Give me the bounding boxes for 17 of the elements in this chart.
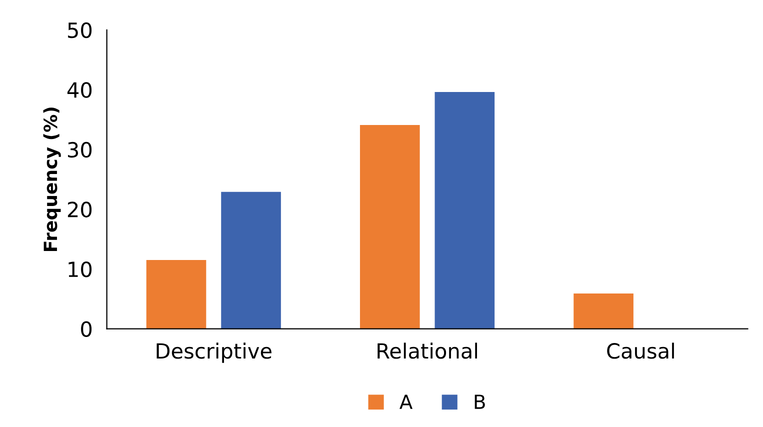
bar xyxy=(221,192,281,329)
bar xyxy=(146,260,206,329)
y-tick-label: 0 xyxy=(81,321,92,337)
y-tick-label: 20 xyxy=(68,202,92,218)
y-axis-title: Frequency (%) xyxy=(43,108,61,251)
bar xyxy=(434,92,495,329)
x-tick-label: Descriptive xyxy=(156,342,272,363)
bar xyxy=(574,294,634,329)
x-tick-label: Causal xyxy=(607,342,674,359)
bar xyxy=(360,124,420,329)
legend-label: B xyxy=(474,394,485,409)
x-tick-label: Relational xyxy=(378,342,478,359)
y-tick-label: 40 xyxy=(67,82,92,98)
y-tick-label: 30 xyxy=(68,142,92,158)
y-tick-label: 10 xyxy=(68,261,92,278)
legend-label: A xyxy=(400,394,413,409)
y-tick-label: 50 xyxy=(68,22,92,38)
